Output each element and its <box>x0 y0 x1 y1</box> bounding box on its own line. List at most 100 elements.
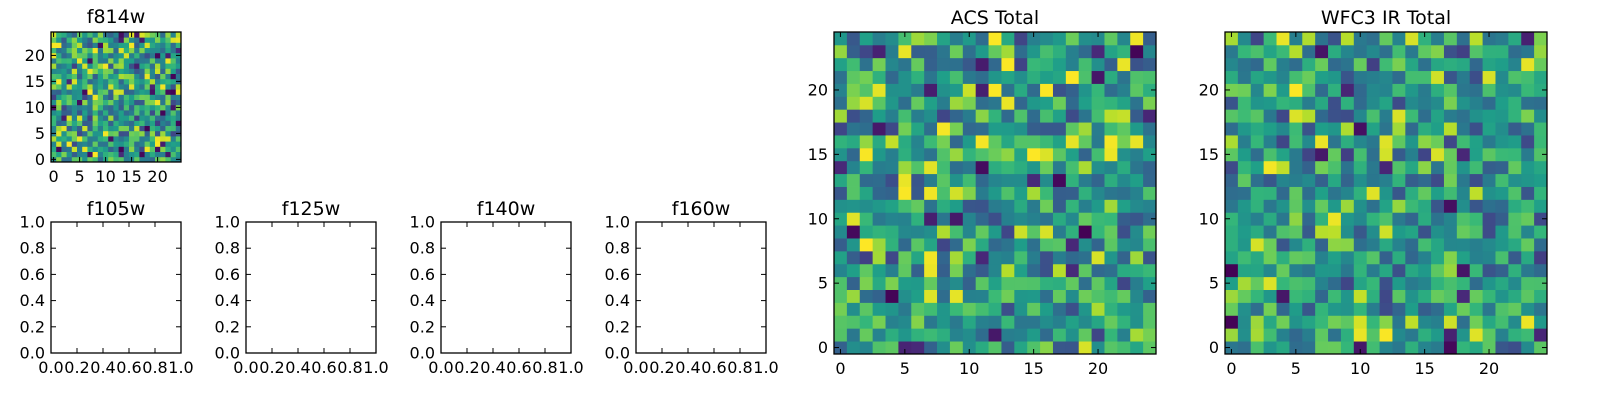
x-tick-label: 0.8 <box>532 358 557 377</box>
heatmap-cell <box>1117 315 1131 329</box>
heatmap-cell <box>949 225 964 239</box>
heatmap-cell <box>160 58 166 64</box>
heatmap-cell <box>834 32 848 46</box>
heatmap-cell <box>1469 32 1483 46</box>
heatmap-cell <box>165 42 171 48</box>
heatmap-cell <box>71 89 78 95</box>
heatmap-cell <box>962 57 977 72</box>
heatmap-cell <box>1289 341 1303 355</box>
heatmap-cell <box>834 70 848 84</box>
heatmap-cell <box>170 94 177 100</box>
heatmap-cell <box>108 58 114 64</box>
heatmap-cell <box>1065 225 1080 239</box>
heatmap-cell <box>77 52 83 59</box>
heatmap-cell <box>113 84 119 90</box>
heatmap-cell <box>66 52 73 59</box>
heatmap-cell <box>1143 250 1157 265</box>
heatmap-cell <box>82 125 88 132</box>
heatmap-cell <box>1534 160 1548 175</box>
heatmap-cell <box>134 136 140 142</box>
heatmap-cell <box>1091 199 1105 213</box>
heatmap-cell <box>165 47 171 54</box>
y-tick-label: 0.4 <box>215 291 240 310</box>
heatmap-cell <box>113 141 119 147</box>
heatmap-cell <box>1366 70 1380 84</box>
heatmap-cell <box>1534 276 1548 290</box>
heatmap-cell <box>1456 160 1471 175</box>
heatmap-cell <box>846 238 861 252</box>
heatmap-cell <box>1315 212 1329 226</box>
y-tick-label: 0.0 <box>605 344 630 363</box>
heatmap-cell <box>92 99 99 106</box>
heatmap-cell <box>911 135 925 149</box>
heatmap-cell <box>1078 328 1092 342</box>
heatmap-cell <box>1001 70 1015 84</box>
heatmap-cell <box>1482 44 1496 59</box>
heatmap-cell <box>1237 341 1252 355</box>
heatmap-cell <box>1405 199 1419 213</box>
heatmap-cell <box>898 328 912 342</box>
heatmap-cell <box>1392 173 1406 187</box>
heatmap-cell <box>834 109 848 123</box>
heatmap-cell <box>1379 315 1393 329</box>
heatmap-cell <box>92 130 99 137</box>
heatmap-cell <box>1482 186 1496 200</box>
x-tick-label: 0.6 <box>311 358 336 377</box>
heatmap-cell <box>1052 147 1067 162</box>
heatmap-cell <box>1052 122 1067 136</box>
heatmap-cell <box>87 78 93 85</box>
heatmap-cell <box>1263 32 1277 46</box>
heatmap-cell <box>1456 238 1471 252</box>
heatmap-cell <box>1104 250 1118 265</box>
heatmap-cell <box>97 115 104 121</box>
heatmap-cell <box>1418 147 1432 162</box>
heatmap-cell <box>1237 147 1252 162</box>
heatmap-cell <box>1495 186 1509 200</box>
heatmap-cell <box>1443 225 1458 239</box>
heatmap-cell <box>1040 135 1054 149</box>
heatmap-cell <box>144 37 151 43</box>
heatmap-cell <box>1340 32 1355 46</box>
heatmap-cell <box>87 99 93 106</box>
heatmap-cell <box>1405 57 1419 72</box>
heatmap-cell <box>160 115 166 121</box>
heatmap-cell <box>77 42 83 48</box>
heatmap-cell <box>1340 250 1355 265</box>
heatmap-cell <box>1353 302 1368 316</box>
heatmap-cell <box>134 110 140 116</box>
heatmap-cell <box>61 58 67 64</box>
heatmap-cell <box>834 315 848 329</box>
heatmap-cell <box>123 52 130 59</box>
heatmap-cell <box>1289 122 1303 136</box>
heatmap-cell <box>975 32 989 46</box>
heatmap-cell <box>92 63 99 69</box>
heatmap-cell <box>82 68 88 74</box>
heatmap-cell <box>1521 32 1535 46</box>
panel-title-wfc3-ir-total: WFC3 IR Total <box>1321 7 1451 29</box>
heatmap-cell <box>1315 186 1329 200</box>
heatmap-cell <box>1225 83 1239 97</box>
heatmap-cell <box>962 32 977 46</box>
heatmap-cell <box>97 58 104 64</box>
x-tick-label: 15 <box>1414 359 1434 378</box>
heatmap-cell <box>82 89 88 95</box>
heatmap-cell <box>1078 250 1092 265</box>
heatmap-cell <box>123 68 130 74</box>
heatmap-cell <box>1104 212 1118 226</box>
heatmap-cell <box>1366 250 1380 265</box>
heatmap-cell <box>1027 328 1041 342</box>
heatmap-cell <box>872 135 886 149</box>
heatmap-cell <box>1392 135 1406 149</box>
heatmap-cell <box>92 42 99 48</box>
heatmap-cell <box>1040 44 1054 59</box>
heatmap-cell <box>97 151 104 158</box>
x-tick-label: 0 <box>835 359 845 378</box>
heatmap-cell <box>155 120 161 126</box>
heatmap-cell <box>872 315 886 329</box>
heatmap-cell <box>129 110 135 116</box>
heatmap-cell <box>1250 83 1265 97</box>
heatmap-cell <box>962 238 977 252</box>
heatmap-cell <box>911 186 925 200</box>
heatmap-cell <box>1431 263 1445 278</box>
